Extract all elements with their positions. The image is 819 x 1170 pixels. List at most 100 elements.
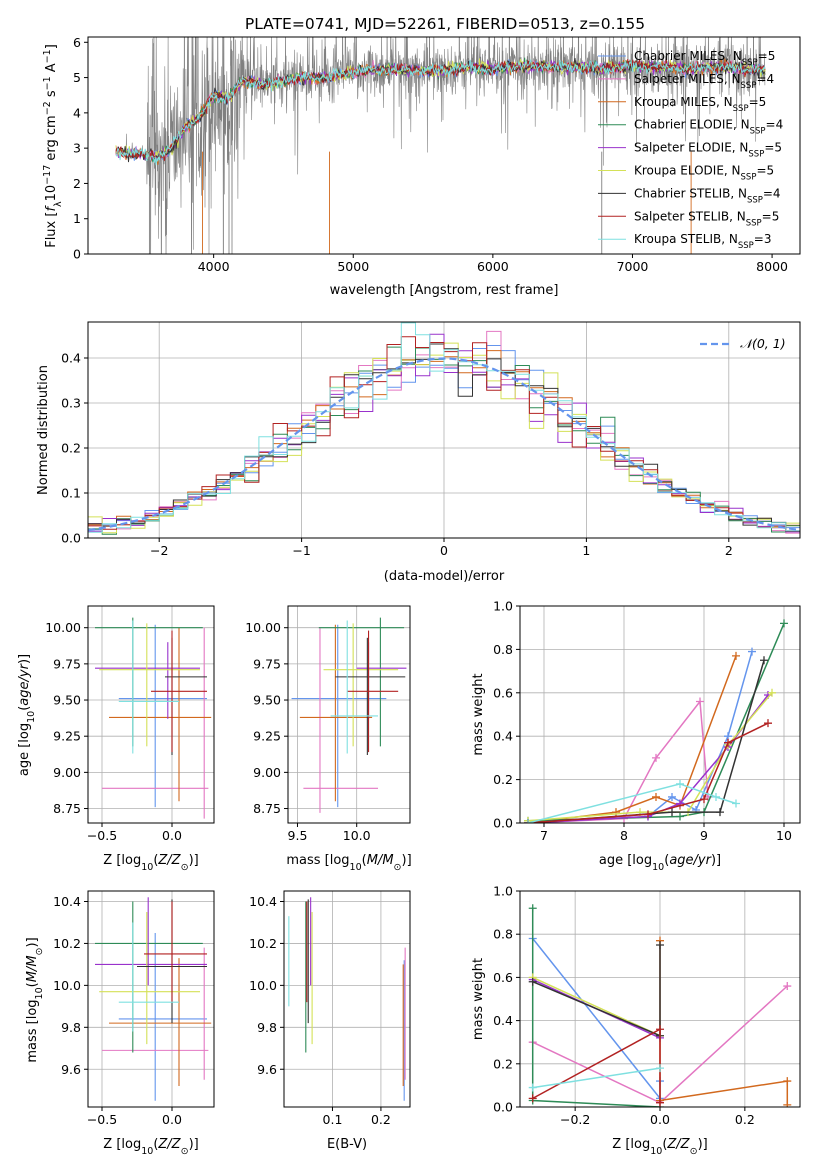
y-tick-label: 9.00 [53,765,81,780]
weight-marker [528,1094,537,1103]
weight-marker [612,808,620,817]
weight-marker [676,779,684,788]
plot-layer: 4000 5000 6000 7000 8000 0 1 2 3 4 5 6 Chabrier MILE… [17,35,801,1157]
y-tick-label: 5 [73,70,81,85]
panel-mass-vs-Z: −0.5 0.0 9.6 9.8 10.0 10.2 10.4 Z [log10(Z/Z⊙)]… [25,890,215,1157]
weight-line [532,1027,661,1103]
x-tick-label: −0.5 [87,828,117,843]
weight-marker [716,808,724,817]
weight-marker [528,904,537,913]
x-tick-label: 0 [440,543,448,558]
y-tick-label: 8.75 [253,801,281,816]
y-tick-label: 9.25 [53,729,81,744]
y-tick-label: 1.0 [493,884,513,899]
legend-label: Chabrier ELODIE, NSSP=4 [634,118,783,137]
x-tick-label: 5000 [337,259,369,274]
x-tick-label: 1 [582,543,590,558]
y-tick-label: 1.0 [493,599,513,614]
y-tick-label: 10.2 [249,936,277,951]
spectrum-legend: Chabrier MILES, NSSP=5 Salpeter MILES, NS… [598,49,783,251]
y-tick-label: 0.2 [493,1056,513,1071]
y-axis-label: age [log10(age/yr)] [17,654,37,776]
y-tick-label: 10.00 [45,620,81,635]
x-tick-label: 9 [700,828,708,843]
x-axis-label: age [log10(age/yr)] [599,853,721,873]
axes-frame [287,605,411,824]
x-tick-label: 8000 [756,259,788,274]
weight-marker [656,1064,664,1073]
weight-marker [528,977,537,986]
x-tick-label: −2 [150,543,168,558]
x-tick-label: 0.0 [650,1112,670,1127]
panel-age-vs-Z: −0.5 0.0 8.75 9.00 9.25 9.50 9.75 10.00 Z [log10… [17,605,215,873]
x-tick-label: 0.2 [735,1112,755,1127]
legend-label: Chabrier MILES, NSSP=5 [634,49,775,68]
weight-marker [676,812,684,821]
weight-marker [524,819,532,823]
panel-weight-vs-Z: −0.2 0.0 0.2 0.0 0.2 0.4 0.6 0.8 1.0 Z [log10(Z/Z… [471,884,801,1157]
weight-marker [644,810,652,819]
legend-label: Salpeter STELIB, NSSP=5 [634,209,779,228]
x-tick-label: 7 [540,828,548,843]
y-tick-label: 10.4 [53,894,81,909]
weight-marker [656,1025,664,1034]
panel-mass-vs-EBV: 0.1 0.2 9.6 9.8 10.0 10.2 10.4 [249,890,411,1127]
weight-marker [780,619,788,628]
histogram-step [88,336,800,532]
legend-label: Chabrier STELIB, NSSP=4 [634,186,781,205]
y-tick-label: 9.25 [253,729,281,744]
x-tick-label: 10.0 [343,828,371,843]
weight-marker [696,697,704,706]
weight-marker [652,753,660,762]
y-tick-label: 0.2 [61,441,81,456]
spectrum-model-line [115,59,766,166]
x-axis-label: Z [log10(Z/Z⊙)] [612,1137,707,1157]
y-tick-label: 9.6 [61,1062,81,1077]
x-tick-label: −0.5 [87,1112,117,1127]
x-axis-label: wavelength [Angstrom, rest frame] [330,283,559,298]
weight-marker [783,1100,792,1107]
y-tick-label: 6 [73,35,81,50]
legend-label: Kroupa MILES, NSSP=5 [634,95,766,114]
plot-area [291,617,407,813]
x-tick-label: 9.5 [288,828,308,843]
weight-marker [732,799,740,808]
weight-marker [652,792,660,801]
x-axis-label: E(B-V) [327,1137,367,1152]
weight-marker [724,738,732,747]
plot-area [288,897,406,1101]
y-tick-label: 10.0 [249,978,277,993]
x-axis-label: Z [log10(Z/Z⊙)] [103,853,198,873]
weight-line [527,783,737,823]
panel-weight-vs-age: 7 8 9 10 0.0 0.2 0.4 0.6 0.8 1.0 age [log10(age/yr… [471,599,801,873]
plot-area [95,617,212,819]
y-tick-label: 2 [73,176,81,191]
weight-marker [712,792,720,801]
y-tick-label: 10.0 [53,978,81,993]
y-tick-label: 0.1 [61,486,81,501]
y-tick-label: 1 [73,211,81,226]
weight-marker [668,792,676,801]
legend-label: Kroupa ELODIE, NSSP=5 [634,164,774,183]
legend-label: Kroupa STELIB, NSSP=3 [634,232,772,251]
y-axis-label: Flux [fλ10−17 erg cm−2 s−1 A−1] [42,44,64,248]
legend-label: Salpeter ELODIE, NSSP=5 [634,141,782,160]
y-tick-label: 10.00 [245,620,281,635]
y-tick-label: 0.2 [493,772,513,787]
weight-marker [656,1098,664,1107]
y-tick-label: 9.8 [257,1020,277,1035]
y-tick-label: 0.4 [493,729,513,744]
weight-marker [768,688,776,697]
x-tick-label: 2 [725,543,733,558]
weight-marker [656,941,664,949]
plot-area [524,619,788,823]
legend-label: Salpeter MILES, NSSP=4 [634,72,774,91]
y-axis-label: mass weight [471,958,486,1040]
panel-residuals: −2 −1 0 1 2 0.0 0.1 0.2 0.3 0.4 𝒩(0, 1) (data-model… [36,321,801,584]
panel-spectrum: 4000 5000 6000 7000 8000 0 1 2 3 4 5 6 Chabrier MILE… [42,35,801,298]
plot-area [95,897,212,1101]
y-tick-label: 9.6 [257,1062,277,1077]
y-tick-label: 0.0 [493,1100,513,1115]
y-tick-label: 0.4 [61,351,81,366]
normal-curve [88,357,800,532]
